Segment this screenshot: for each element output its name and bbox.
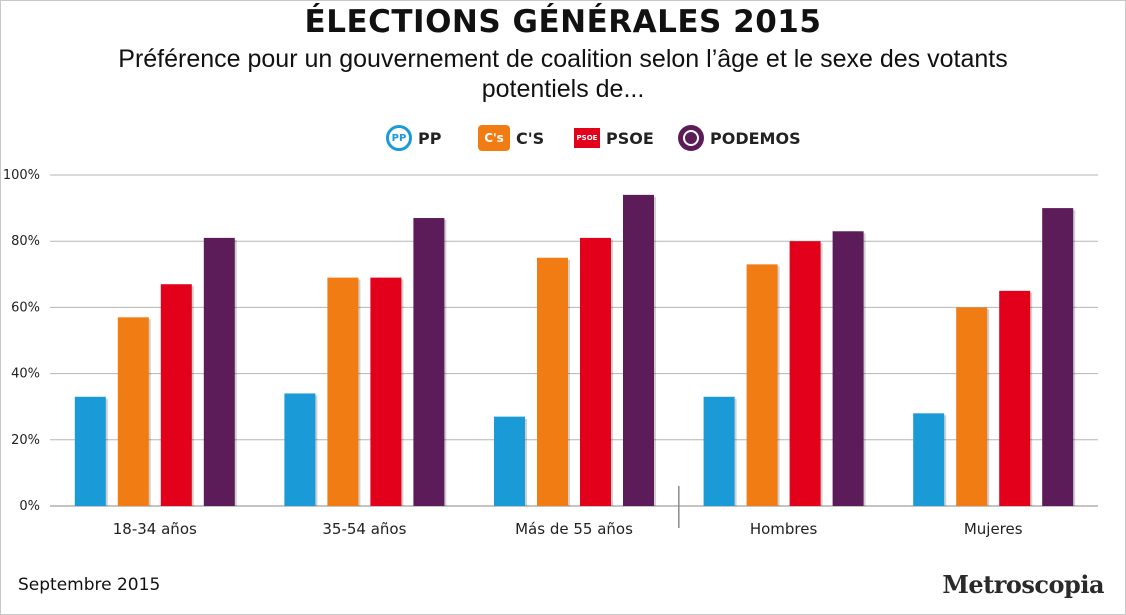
bar-pp xyxy=(913,413,945,506)
x-category-label: Hombres xyxy=(750,520,818,538)
y-tick-label: 80% xyxy=(11,234,40,249)
legend-item-psoe: PSOE PSOE xyxy=(574,120,654,156)
x-category-label: 18-34 años xyxy=(113,520,197,538)
bar-cs xyxy=(117,317,149,506)
pp-logo-icon: PP xyxy=(386,125,412,151)
bar-podemos xyxy=(203,237,235,506)
bar-psoe xyxy=(160,284,192,506)
bar-chart: 0% 20% 40% 60% 80% 100% 18-34 años 35-54 años Má… xyxy=(3,168,1098,538)
bar-psoe xyxy=(999,290,1031,506)
bar-pp xyxy=(284,393,316,506)
bar-psoe xyxy=(789,241,821,506)
legend-label-podemos: PODEMOS xyxy=(710,128,801,148)
x-category-label: Más de 55 años xyxy=(515,520,633,538)
legend-item-pp: PP PP xyxy=(386,120,441,156)
bar-pp xyxy=(494,416,525,506)
bar-podemos xyxy=(623,194,654,507)
legend-item-cs: C's C'S xyxy=(478,120,544,156)
bar-cs xyxy=(327,277,359,506)
y-tick-label: 100% xyxy=(3,168,40,183)
legend-label-psoe: PSOE xyxy=(606,128,654,148)
chart-title: ÉLECTIONS GÉNÉRALES 2015 xyxy=(304,4,822,40)
legend-label-cs: C'S xyxy=(516,128,545,148)
bar-psoe xyxy=(370,277,402,506)
bar-pp xyxy=(74,396,106,506)
y-tick-label: 40% xyxy=(11,367,40,382)
bar-podemos xyxy=(832,231,864,506)
bar-cs xyxy=(537,257,568,506)
bar-podemos xyxy=(1042,208,1074,506)
footer-date: Septembre 2015 xyxy=(18,575,161,595)
bar-cs xyxy=(956,307,988,506)
podemos-logo-icon xyxy=(678,125,704,151)
source-logo: Metroscopia xyxy=(942,570,1104,599)
bar-psoe xyxy=(580,237,611,506)
bar-cs xyxy=(746,264,778,506)
y-tick-label: 0% xyxy=(19,499,40,514)
bar-podemos xyxy=(413,218,445,506)
legend-label-pp: PP xyxy=(418,128,442,148)
legend-item-podemos: PODEMOS xyxy=(678,120,801,156)
ciudadanos-logo-icon: C's xyxy=(478,125,510,151)
x-category-label: 35-54 años xyxy=(322,520,406,538)
x-category-label: Mujeres xyxy=(964,520,1023,538)
chart-subtitle: Préférence pour un gouvernement de coali… xyxy=(118,45,1008,103)
psoe-logo-icon: PSOE xyxy=(574,128,600,148)
y-tick-label: 60% xyxy=(11,300,40,315)
legend: PP PP C's C'S PSOE PSOE PODEMOS xyxy=(0,120,1126,160)
y-tick-label: 20% xyxy=(11,433,40,448)
bar-pp xyxy=(703,396,735,506)
